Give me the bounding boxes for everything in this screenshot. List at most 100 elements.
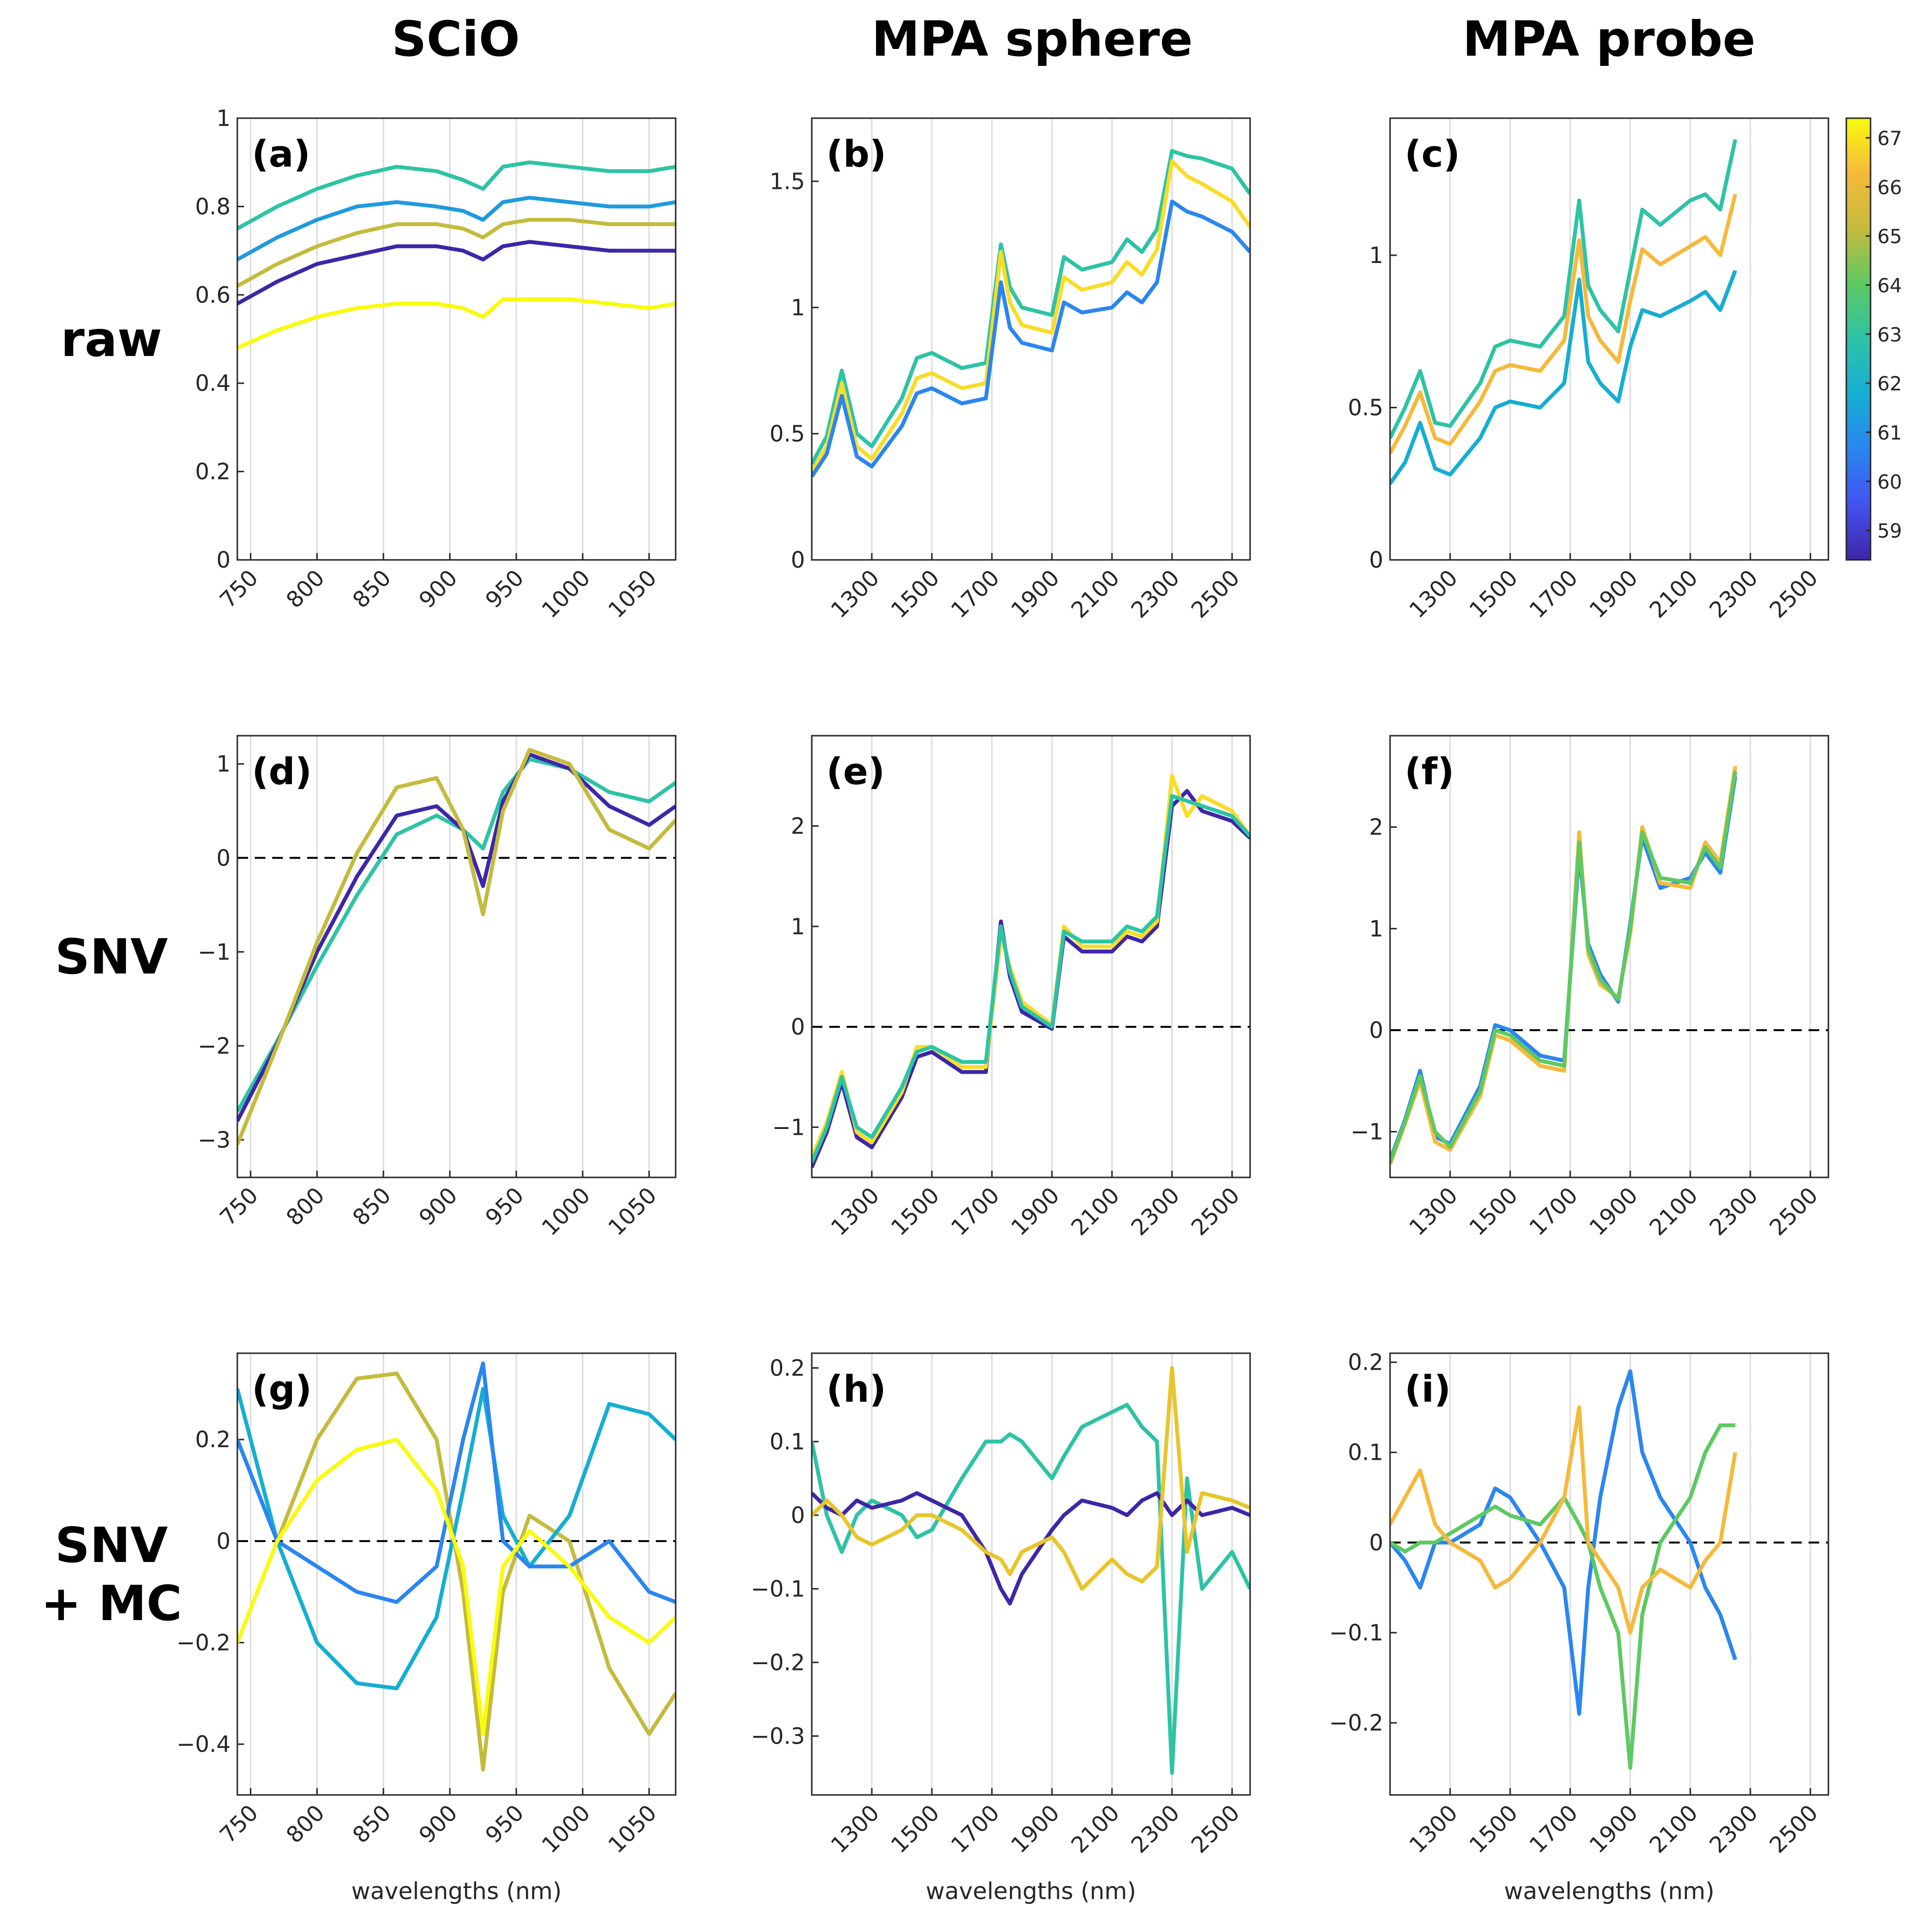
x-tick-label: 950 [480, 565, 528, 613]
y-tick-label: 2 [791, 813, 805, 839]
axes-frame [236, 117, 677, 561]
y-tick-label: 0.8 [195, 193, 231, 219]
x-tick-label: 900 [414, 1800, 462, 1848]
x-tick-label: 1700 [946, 565, 1005, 623]
plot-area [237, 118, 676, 560]
x-tick-label: 1000 [537, 565, 595, 623]
spectrum-line [237, 1371, 676, 1772]
x-tick-label: 900 [414, 565, 462, 613]
plot-area [1390, 736, 1828, 1177]
x-tick-label: 1300 [826, 1800, 884, 1858]
y-tick-label: 0 [791, 1014, 805, 1040]
x-tick-label: 1000 [537, 1800, 595, 1858]
axes-frame [1389, 1352, 1829, 1796]
panel-label: (g) [252, 1367, 312, 1410]
panel-label: (b) [826, 132, 886, 175]
spectrum-line [1390, 1369, 1737, 1716]
axes-frame [811, 735, 1251, 1178]
spectrum-line [1390, 1405, 1737, 1635]
y-tick-label: −0.4 [176, 1731, 231, 1757]
x-tick-label: 1900 [1006, 565, 1065, 623]
panel: 1300 1500 1700 1900 2100 2300 2500 −0.2 −0.1 0 0.1… [1329, 1349, 1829, 1905]
y-tick-label: 0 [1369, 1530, 1383, 1556]
colorbar-tick-label: 67 [1877, 128, 1902, 150]
axes-frame [236, 735, 677, 1178]
spectrum-line [237, 160, 676, 231]
x-tick-label: 2500 [1764, 1182, 1823, 1241]
row-label: SNV [55, 928, 168, 985]
spectrum-line [1390, 1423, 1735, 1770]
axes-frame [1389, 735, 1829, 1178]
x-tick-label: 2500 [1764, 1800, 1823, 1858]
series-group [812, 149, 1250, 478]
x-tick-label: 1300 [826, 1182, 884, 1241]
series-group [237, 160, 676, 350]
panel: 750 800 850 900 950 1000 1050 −3 −2 −1 0 1 (d) [198, 735, 677, 1241]
x-tick-label: 2100 [1066, 565, 1125, 623]
y-tick-label: 0.5 [770, 420, 805, 447]
x-tick-label: 2300 [1126, 1800, 1185, 1858]
x-tick-label: 2500 [1186, 565, 1245, 623]
x-tick-label: 2100 [1644, 565, 1703, 623]
x-tick-label: 850 [347, 1800, 396, 1848]
y-tick-label: 0 [217, 547, 231, 573]
spectrum-line [237, 748, 676, 1145]
plot-area [1390, 118, 1828, 560]
panel: 1300 1500 1700 1900 2100 2300 2500 −0.3 −0.2 −0.1… [751, 1352, 1251, 1905]
y-tick-label: −1 [198, 939, 231, 965]
row-label: + MC [41, 1575, 182, 1632]
spectrum-line [1390, 766, 1737, 1165]
spectrum-line [237, 757, 676, 1113]
y-tick-label: 0.2 [1348, 1349, 1383, 1376]
colorbar-tick-label: 61 [1877, 422, 1902, 445]
y-tick-label: −0.2 [1329, 1710, 1383, 1736]
x-tick-label: 1500 [1464, 565, 1523, 623]
x-tick-label: 1500 [1464, 1800, 1523, 1858]
axes-frame [811, 1352, 1251, 1796]
panel: 1300 1500 1700 1900 2100 2300 2500 0 0.5 1 1.5 (b) [770, 117, 1251, 623]
column-title: MPA probe [1463, 11, 1756, 67]
colorbar [1845, 117, 1872, 561]
x-tick-label: 1700 [1524, 1182, 1583, 1241]
series-group [1390, 139, 1737, 485]
y-tick-label: 0 [1369, 547, 1383, 573]
plot-area [237, 1353, 676, 1795]
x-tick-label: 1900 [1584, 1800, 1643, 1858]
x-tick-label: 850 [347, 565, 396, 613]
series-group [237, 748, 676, 1145]
y-tick-label: −0.2 [751, 1649, 805, 1675]
x-tick-label: 1300 [826, 565, 884, 623]
spectrum-line [812, 1366, 1250, 1591]
x-axis-label: wavelengths (nm) [1504, 1878, 1715, 1905]
y-tick-label: 1 [217, 105, 231, 131]
y-tick-label: 0 [791, 547, 805, 573]
y-tick-label: 0 [217, 1528, 231, 1554]
y-tick-label: 1 [1369, 915, 1383, 942]
panel-label: (c) [1405, 132, 1460, 175]
spectrum-line [1390, 139, 1737, 439]
x-tick-label: 1050 [603, 1800, 662, 1858]
y-tick-label: 1 [217, 751, 231, 777]
panel-label: (f) [1405, 750, 1454, 793]
y-tick-label: −0.2 [176, 1630, 231, 1656]
y-tick-label: 0.5 [1348, 395, 1383, 421]
y-tick-label: −1 [772, 1114, 805, 1140]
x-tick-label: 1700 [946, 1182, 1005, 1241]
colorbar-tick-label: 64 [1877, 275, 1902, 297]
y-tick-label: 1 [1369, 242, 1383, 268]
panel-label: (e) [826, 750, 885, 793]
x-tick-label: 2300 [1126, 1182, 1185, 1241]
x-tick-label: 1900 [1584, 565, 1643, 623]
y-tick-label: 0 [217, 845, 231, 871]
y-tick-label: 0.2 [195, 1426, 231, 1453]
x-tick-label: 1000 [537, 1182, 595, 1241]
x-tick-label: 1700 [1524, 1800, 1583, 1858]
plot-area [812, 1353, 1250, 1795]
y-tick-label: −3 [198, 1127, 231, 1153]
x-tick-label: 2300 [1126, 565, 1185, 623]
spectrum-line [237, 1437, 676, 1736]
x-tick-label: 800 [281, 1800, 329, 1848]
y-tick-label: 2 [1369, 814, 1383, 840]
colorbar-tick-label: 65 [1877, 226, 1902, 248]
